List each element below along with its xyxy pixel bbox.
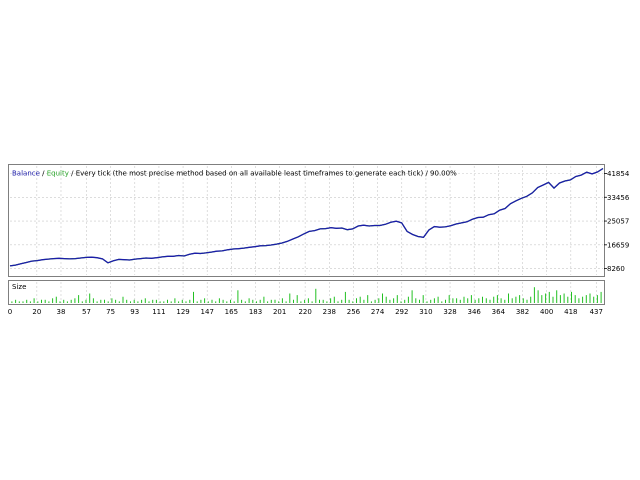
x-tick-label: 111 [152,308,165,316]
x-tick-label: 310 [419,308,432,316]
x-tick-label: 75 [106,308,115,316]
legend-separator: / [40,170,47,178]
y-tick-label: 16659 [607,241,629,249]
y-tick-label: 8260 [607,265,625,273]
x-tick-label: 346 [468,308,482,316]
x-tick-label: 364 [492,308,506,316]
x-tick-label: 0 [8,308,12,316]
x-tick-label: 220 [298,308,311,316]
main-chart-grid [10,166,607,275]
x-axis-labels: 0 20 38 57 75 93 111 129 147 165 183 201 220 238 256 27… [8,308,603,316]
x-tick-label: 292 [395,308,408,316]
y-tick-label: 25057 [607,218,629,226]
x-tick-label: 238 [323,308,336,316]
main-chart-frame [8,164,605,277]
modelling-quality: 90.00% [430,170,457,178]
x-tick-label: 147 [201,308,214,316]
size-panel-label: Size [12,283,26,291]
size-panel-frame [8,280,605,305]
x-tick-label: 418 [564,308,577,316]
x-tick-label: 57 [82,308,91,316]
balance-legend-label: Balance [12,170,40,178]
x-tick-label: 38 [57,308,66,316]
x-tick-label: 256 [347,308,361,316]
x-tick-label: 400 [540,308,553,316]
legend-separator: / [423,170,430,178]
x-tick-label: 274 [371,308,385,316]
x-tick-label: 382 [516,308,529,316]
x-tick-label: 328 [443,308,456,316]
size-bars [11,287,602,303]
x-tick-label: 129 [176,308,189,316]
y-tick-label: 33456 [607,194,630,202]
x-tick-label: 183 [249,308,262,316]
y-axis-labels: 8260 16659 25057 33456 41854 [607,170,630,273]
x-tick-label: 20 [32,308,41,316]
model-description: Every tick (the most precise method base… [76,170,424,178]
y-tick-label: 41854 [607,170,630,178]
x-tick-label: 201 [273,308,286,316]
x-tick-label: 93 [130,308,139,316]
x-tick-label: 437 [590,308,603,316]
equity-legend-label: Equity [47,170,69,178]
legend-separator: / [69,170,76,178]
chart-legend: Balance / Equity / Every tick (the most … [12,170,457,178]
balance-line [9,167,604,267]
size-panel-grid [36,282,597,303]
x-tick-label: 165 [225,308,238,316]
